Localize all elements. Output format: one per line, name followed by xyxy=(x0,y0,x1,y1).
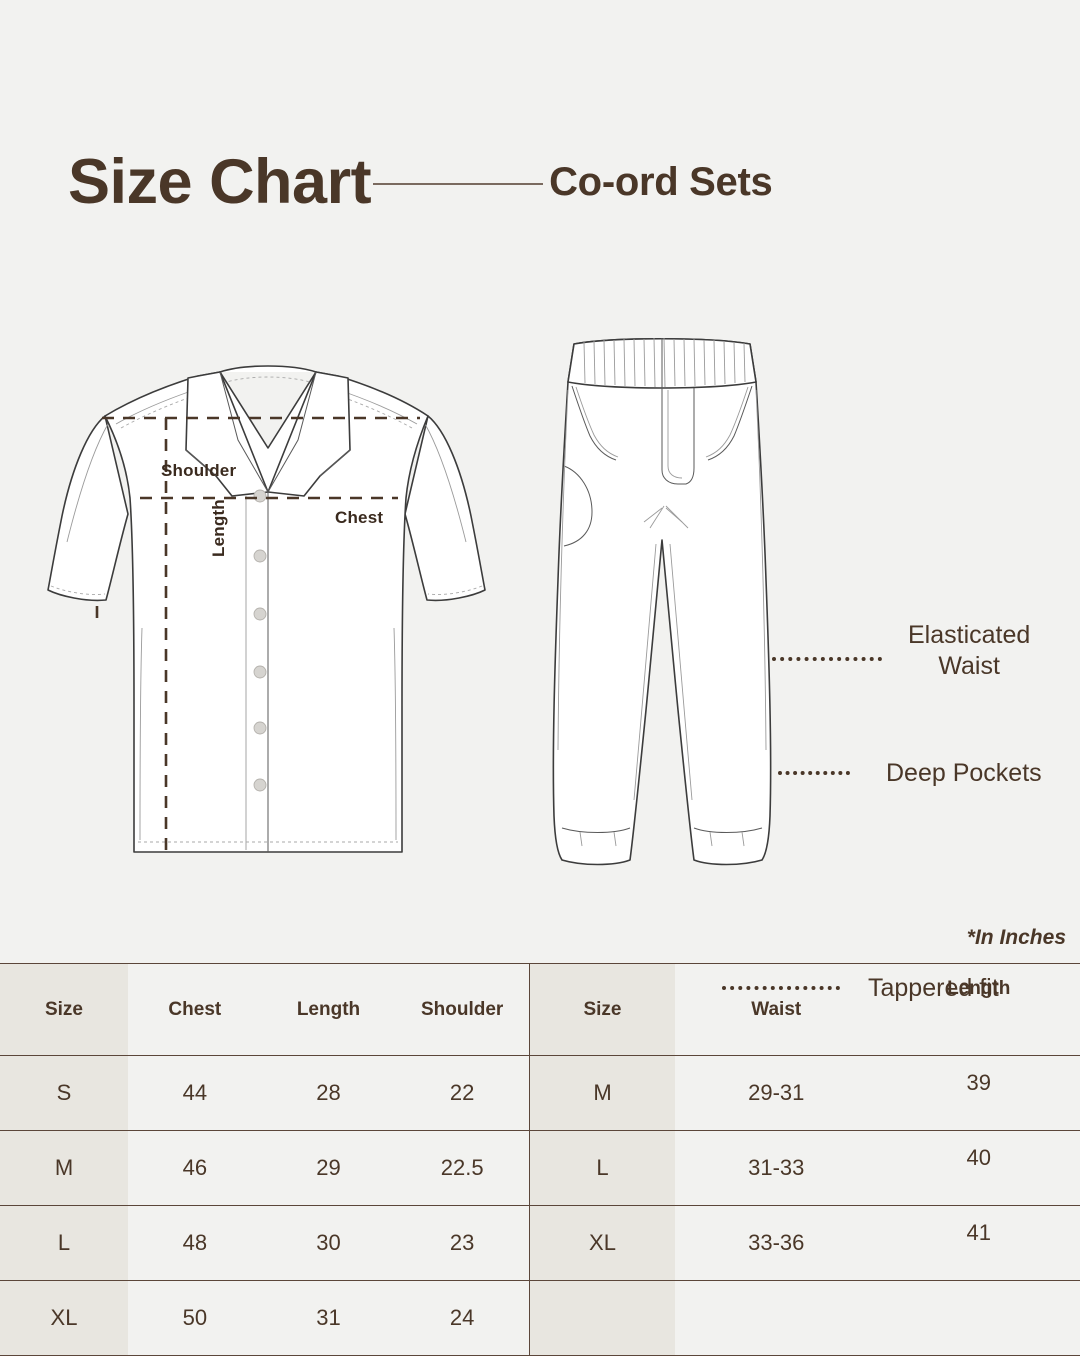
column-header-length: Length xyxy=(262,964,396,1056)
pants-size-table: Size Waist Length M 29-31 39 L 31-33 40 … xyxy=(529,963,1080,1356)
column-header-length: Length xyxy=(878,964,1080,1056)
table-row-empty xyxy=(530,1281,1080,1356)
cell-length: 31 xyxy=(262,1281,396,1356)
cell-chest: 48 xyxy=(128,1206,262,1281)
table-row: XL 50 31 24 xyxy=(0,1281,529,1356)
table-row: L 48 30 23 xyxy=(0,1206,529,1281)
column-header-waist: Waist xyxy=(675,964,878,1056)
cell-size: M xyxy=(0,1131,128,1206)
column-header-size: Size xyxy=(0,964,128,1056)
illustration-area: Shoulder Chest Length xyxy=(0,300,1080,900)
cell-shoulder: 24 xyxy=(395,1281,529,1356)
table-header-row: Size Waist Length xyxy=(530,964,1080,1056)
pants-illustration xyxy=(528,330,794,890)
chest-measure-label: Chest xyxy=(335,508,383,528)
column-header-size: Size xyxy=(530,964,676,1056)
shirt-illustration: Shoulder Chest Length xyxy=(20,328,520,888)
cell-shoulder: 22 xyxy=(395,1056,529,1131)
cell-length: 41 xyxy=(878,1206,1080,1281)
callout-label: Elasticated Waist xyxy=(908,620,1030,681)
units-note: *In Inches xyxy=(967,926,1066,950)
cell-length: 30 xyxy=(262,1206,396,1281)
cell-length xyxy=(878,1281,1080,1356)
cell-waist xyxy=(675,1281,878,1356)
shirt-size-table: Size Chest Length Shoulder S 44 28 22 M … xyxy=(0,963,529,1356)
table-row: M 46 29 22.5 xyxy=(0,1131,529,1206)
cell-waist: 31-33 xyxy=(675,1131,878,1206)
cell-size xyxy=(530,1281,676,1356)
table-row: M 29-31 39 xyxy=(530,1056,1080,1131)
page-title-row: Size Chart Co-ord Sets xyxy=(68,142,1012,222)
column-header-chest: Chest xyxy=(128,964,262,1056)
table-row: L 31-33 40 xyxy=(530,1131,1080,1206)
cell-size: L xyxy=(0,1206,128,1281)
table-header-row: Size Chest Length Shoulder xyxy=(0,964,529,1056)
cell-size: XL xyxy=(530,1206,676,1281)
callout-label: Deep Pockets xyxy=(886,758,1042,789)
cell-chest: 44 xyxy=(128,1056,262,1131)
cell-shoulder: 22.5 xyxy=(395,1131,529,1206)
cell-chest: 50 xyxy=(128,1281,262,1356)
cell-size: M xyxy=(530,1056,676,1131)
cell-waist: 29-31 xyxy=(675,1056,878,1131)
title-divider-rule xyxy=(373,183,543,185)
cell-length: 28 xyxy=(262,1056,396,1131)
length-measure-label: Length xyxy=(209,499,229,557)
callout-elasticated-waist: Elasticated Waist xyxy=(772,636,1030,681)
cell-chest: 46 xyxy=(128,1131,262,1206)
cell-size: S xyxy=(0,1056,128,1131)
callout-deep-pockets: Deep Pockets xyxy=(778,758,1042,789)
cell-length: 40 xyxy=(878,1131,1080,1206)
size-tables: Size Chest Length Shoulder S 44 28 22 M … xyxy=(0,963,1080,1350)
cell-size: L xyxy=(530,1131,676,1206)
shirt-technical-drawing xyxy=(20,328,520,888)
page-title: Size Chart xyxy=(68,151,371,214)
pants-technical-drawing xyxy=(528,330,794,890)
shoulder-measure-label: Shoulder xyxy=(161,461,236,481)
table-row: S 44 28 22 xyxy=(0,1056,529,1131)
table-row: XL 33-36 41 xyxy=(530,1206,1080,1281)
cell-waist: 33-36 xyxy=(675,1206,878,1281)
leader-line-dots xyxy=(778,771,850,775)
page-subtitle: Co-ord Sets xyxy=(549,162,772,202)
column-header-shoulder: Shoulder xyxy=(395,964,529,1056)
leader-line-dots xyxy=(772,657,882,661)
cell-shoulder: 23 xyxy=(395,1206,529,1281)
cell-size: XL xyxy=(0,1281,128,1356)
cell-length: 39 xyxy=(878,1056,1080,1131)
cell-length: 29 xyxy=(262,1131,396,1206)
